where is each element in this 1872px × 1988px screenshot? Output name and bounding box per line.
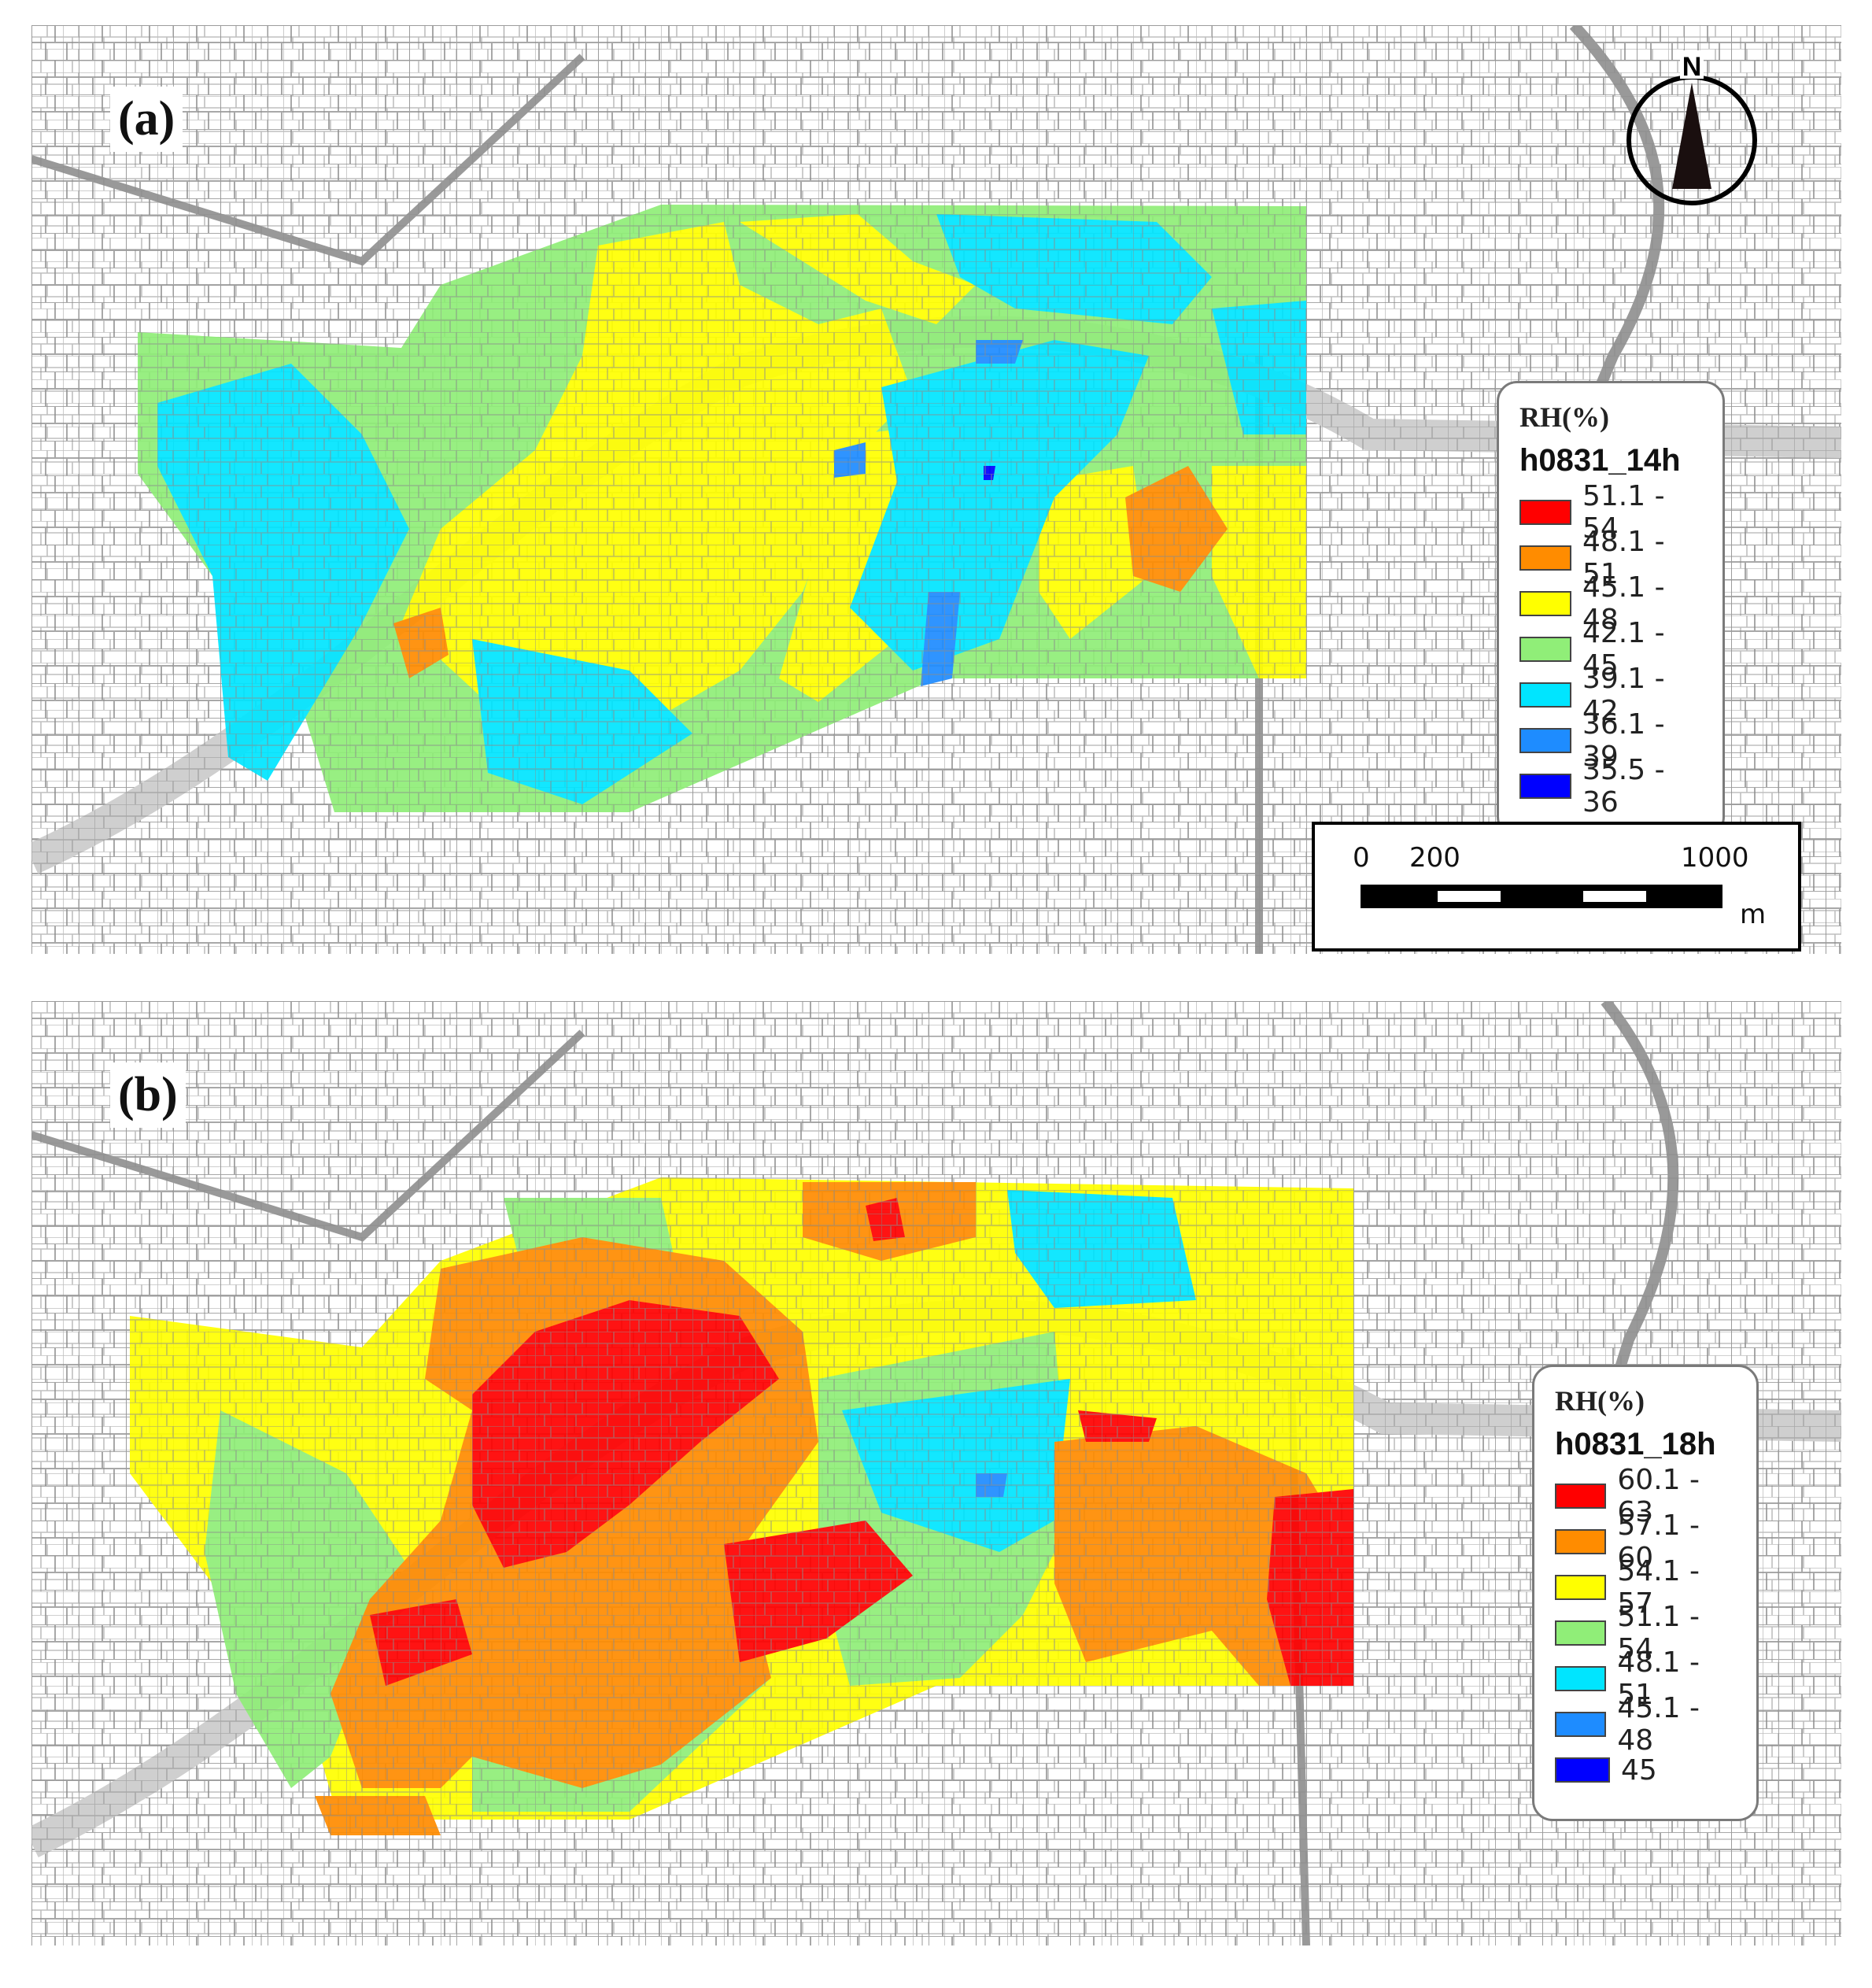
- scale-tick-label: 1000: [1681, 842, 1749, 874]
- legend-swatch: [1555, 1712, 1607, 1737]
- panel-label-a: (a): [110, 87, 183, 152]
- legend-label: 42.1 - 45: [1582, 617, 1665, 682]
- legend-item: 36.1 - 39: [1519, 708, 1702, 773]
- legend-item: 39.1 - 42: [1519, 663, 1702, 727]
- scale-tick-label: 0: [1353, 842, 1370, 874]
- north-label: N: [1682, 52, 1702, 82]
- scale-bar: 0 200 1000 m: [1312, 822, 1801, 952]
- legend-item: 48.1 - 51: [1555, 1646, 1736, 1711]
- legend-title: RH(%): [1519, 401, 1609, 433]
- legend-label: 45: [1621, 1753, 1657, 1787]
- legend-label: 48.1 - 51: [1617, 1646, 1700, 1711]
- legend-item: 51.1 - 54: [1555, 1601, 1736, 1665]
- legend-swatch: [1519, 774, 1571, 799]
- legend-label: 39.1 - 42: [1582, 663, 1665, 727]
- legend-swatch: [1519, 591, 1571, 616]
- legend-label: 45.1 - 48: [1582, 571, 1665, 636]
- legend-label: 60.1 - 63: [1617, 1464, 1700, 1528]
- map-panel-a: (a) N RH(%) h0831_14h 51.1 - 54 48.1 - 5…: [31, 25, 1841, 954]
- legend-item: 45.1 - 48: [1519, 571, 1702, 636]
- legend-swatch: [1555, 1757, 1610, 1783]
- legend-item: 45.1 - 48: [1555, 1692, 1736, 1757]
- rh-map-a: [31, 25, 1841, 954]
- legend-subtitle: h0831_14h: [1519, 443, 1681, 478]
- legend-label: 36.1 - 39: [1582, 708, 1665, 773]
- panel-label-b: (b): [110, 1062, 186, 1128]
- legend-label: 57.1 - 60: [1617, 1509, 1700, 1574]
- legend-label: 54.1 - 57: [1617, 1555, 1700, 1620]
- legend-swatch: [1555, 1620, 1607, 1646]
- legend-item: 57.1 - 60: [1555, 1509, 1736, 1574]
- legend-item: 60.1 - 63: [1555, 1464, 1736, 1528]
- legend-label: 45.1 - 48: [1617, 1692, 1700, 1757]
- legend-subtitle: h0831_18h: [1555, 1427, 1716, 1461]
- legend-swatch: [1555, 1484, 1607, 1509]
- scale-bar-graphic: [1361, 885, 1722, 908]
- legend-swatch: [1519, 545, 1571, 571]
- legend-a: RH(%) h0831_14h 51.1 - 54 48.1 - 51 45.1…: [1497, 381, 1725, 837]
- rh-map-b: [31, 1001, 1841, 1946]
- legend-b: RH(%) h0831_18h 60.1 - 63 57.1 - 60 54.1…: [1532, 1365, 1759, 1821]
- legend-swatch: [1555, 1666, 1607, 1691]
- legend-label: 51.1 - 54: [1582, 480, 1665, 545]
- legend-swatch: [1555, 1529, 1607, 1554]
- legend-item: 42.1 - 45: [1519, 617, 1702, 682]
- north-arrow-icon: N: [1626, 50, 1757, 205]
- legend-swatch: [1519, 682, 1571, 708]
- legend-swatch: [1519, 500, 1571, 525]
- legend-title: RH(%): [1555, 1385, 1645, 1417]
- legend-label: 51.1 - 54: [1617, 1601, 1700, 1665]
- scale-unit: m: [1740, 899, 1767, 930]
- legend-item: 54.1 - 57: [1555, 1555, 1736, 1620]
- legend-item: 48.1 - 51: [1519, 526, 1702, 590]
- map-panel-b: (b) RH(%) h0831_18h 60.1 - 63 57.1 - 60 …: [31, 1001, 1841, 1946]
- legend-swatch: [1555, 1575, 1607, 1600]
- legend-label: 35.5 - 36: [1582, 754, 1665, 818]
- legend-label: 48.1 - 51: [1582, 526, 1665, 590]
- legend-item: 51.1 - 54: [1519, 480, 1702, 545]
- legend-swatch: [1519, 728, 1571, 753]
- legend-swatch: [1519, 637, 1571, 662]
- scale-tick-label: 200: [1409, 842, 1460, 874]
- legend-item: 45: [1555, 1747, 1736, 1793]
- legend-item: 35.5 - 36: [1519, 754, 1702, 818]
